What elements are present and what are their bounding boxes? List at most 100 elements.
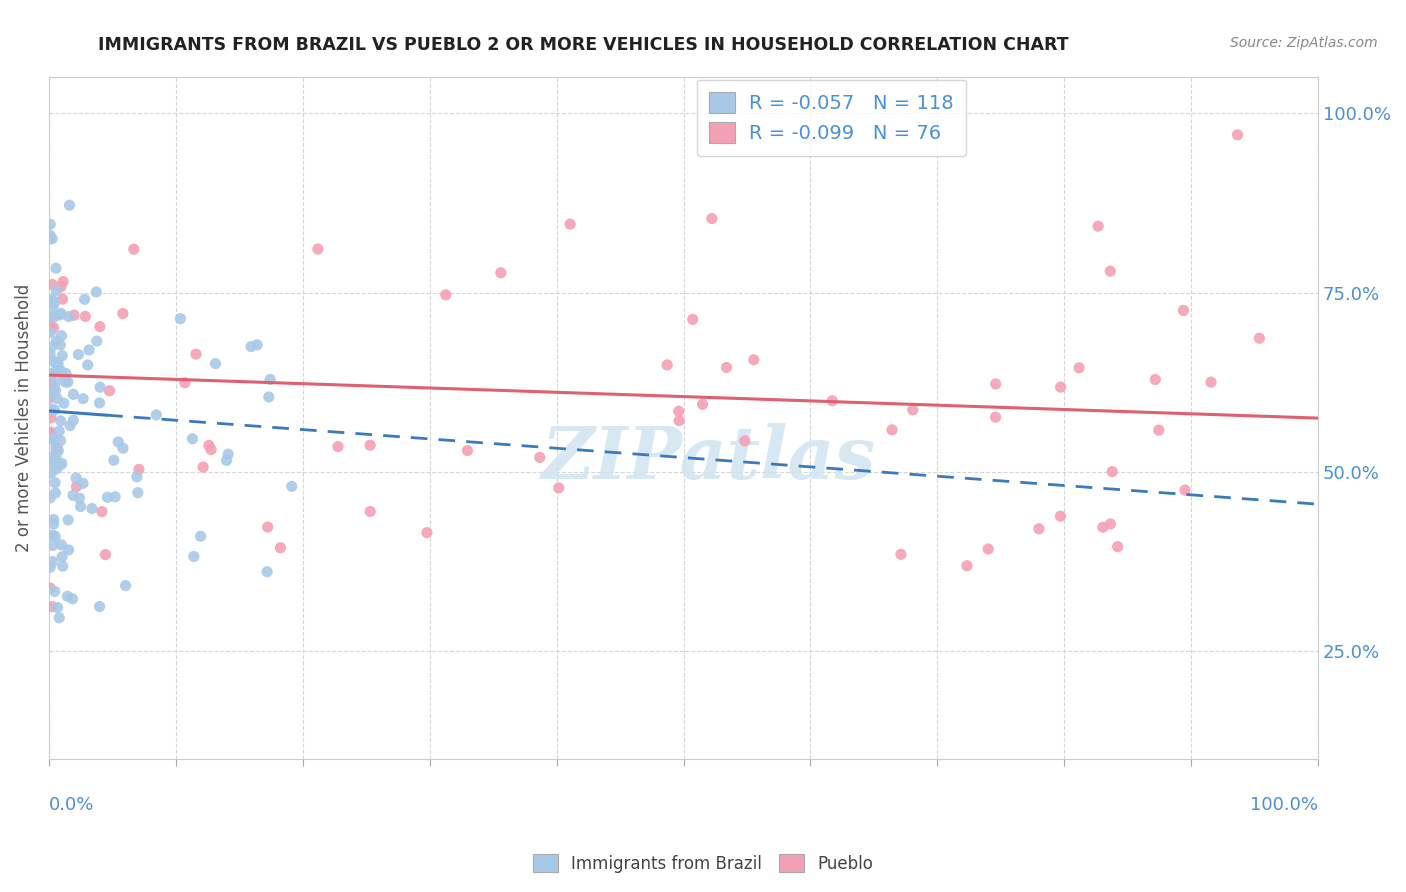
Point xyxy=(44,365,66,379)
Point xyxy=(668,404,690,418)
Point xyxy=(890,547,912,561)
Point xyxy=(39,391,62,405)
Text: 0.0%: 0.0% xyxy=(49,797,94,814)
Point xyxy=(39,427,62,442)
Point xyxy=(39,466,62,480)
Point xyxy=(42,354,65,368)
Point xyxy=(39,217,62,231)
Point xyxy=(880,423,903,437)
Point xyxy=(657,358,679,372)
Point xyxy=(51,349,73,363)
Legend: Immigrants from Brazil, Pueblo: Immigrants from Brazil, Pueblo xyxy=(526,847,880,880)
Point xyxy=(42,512,65,526)
Point xyxy=(52,275,75,289)
Point xyxy=(1049,509,1071,524)
Point xyxy=(174,376,197,390)
Point xyxy=(96,490,118,504)
Y-axis label: 2 or more Vehicles in Household: 2 or more Vehicles in Household xyxy=(15,284,32,552)
Point xyxy=(44,294,66,309)
Point xyxy=(86,334,108,348)
Point xyxy=(41,293,63,307)
Point xyxy=(111,306,134,320)
Point xyxy=(45,334,67,349)
Point xyxy=(55,367,77,381)
Point xyxy=(53,368,76,382)
Point xyxy=(44,403,66,417)
Point xyxy=(240,340,263,354)
Point xyxy=(62,488,84,502)
Point xyxy=(44,432,66,446)
Point xyxy=(45,384,67,398)
Point xyxy=(69,500,91,514)
Point xyxy=(1101,465,1123,479)
Point xyxy=(44,452,66,467)
Point xyxy=(39,491,62,505)
Point xyxy=(49,363,72,377)
Point xyxy=(42,538,65,552)
Point xyxy=(56,589,79,603)
Point xyxy=(39,581,62,595)
Point xyxy=(62,591,84,606)
Point xyxy=(49,338,72,352)
Point xyxy=(44,475,66,490)
Point xyxy=(1249,331,1271,345)
Point xyxy=(181,432,204,446)
Point xyxy=(259,372,281,386)
Legend: R = -0.057   N = 118, R = -0.099   N = 76: R = -0.057 N = 118, R = -0.099 N = 76 xyxy=(697,79,966,156)
Point xyxy=(39,295,62,310)
Point xyxy=(217,447,239,461)
Point xyxy=(44,376,66,390)
Point xyxy=(39,228,62,243)
Point xyxy=(547,481,569,495)
Text: IMMIGRANTS FROM BRAZIL VS PUEBLO 2 OR MORE VEHICLES IN HOUSEHOLD CORRELATION CHA: IMMIGRANTS FROM BRAZIL VS PUEBLO 2 OR MO… xyxy=(98,36,1069,54)
Point xyxy=(307,242,329,256)
Point xyxy=(94,548,117,562)
Point xyxy=(326,440,349,454)
Point xyxy=(49,414,72,428)
Point xyxy=(1087,219,1109,233)
Point xyxy=(39,388,62,402)
Point xyxy=(45,441,67,455)
Point xyxy=(104,490,127,504)
Point xyxy=(46,392,69,406)
Point xyxy=(72,476,94,491)
Point xyxy=(1107,540,1129,554)
Point xyxy=(89,319,111,334)
Point xyxy=(51,457,73,471)
Point xyxy=(89,396,111,410)
Point xyxy=(58,310,80,324)
Point xyxy=(67,347,90,361)
Point xyxy=(111,441,134,455)
Point xyxy=(52,368,75,383)
Point xyxy=(280,479,302,493)
Point xyxy=(269,541,291,555)
Point xyxy=(49,308,72,322)
Point xyxy=(692,397,714,411)
Point xyxy=(456,443,478,458)
Point xyxy=(41,340,63,354)
Point xyxy=(45,284,67,298)
Point xyxy=(48,611,70,625)
Point xyxy=(55,375,77,389)
Point xyxy=(742,352,765,367)
Point xyxy=(77,343,100,357)
Point xyxy=(46,600,69,615)
Point xyxy=(39,433,62,447)
Point xyxy=(42,516,65,531)
Point xyxy=(46,357,69,371)
Point xyxy=(41,555,63,569)
Point xyxy=(51,292,73,306)
Point xyxy=(63,308,86,322)
Point xyxy=(62,413,84,427)
Point xyxy=(39,425,62,440)
Point xyxy=(977,541,1000,556)
Point xyxy=(416,525,439,540)
Point xyxy=(73,293,96,307)
Point xyxy=(191,460,214,475)
Point xyxy=(44,447,66,461)
Point xyxy=(558,217,581,231)
Point xyxy=(1173,303,1195,318)
Point xyxy=(89,599,111,614)
Point xyxy=(190,529,212,543)
Point xyxy=(42,308,65,322)
